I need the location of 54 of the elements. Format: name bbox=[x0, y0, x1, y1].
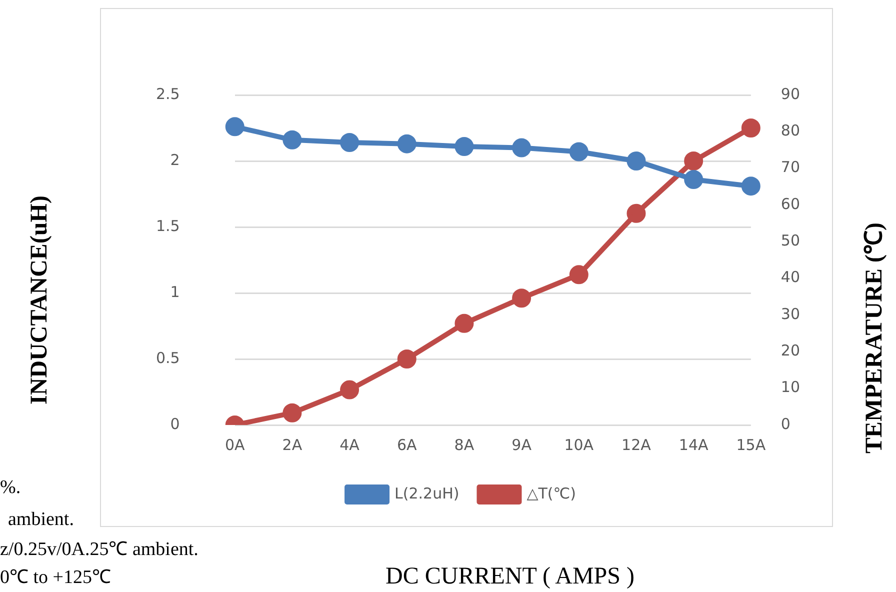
point bbox=[282, 130, 302, 150]
point bbox=[340, 133, 360, 152]
x-tick-label: 9A bbox=[512, 436, 532, 454]
x-tick-label: 12A bbox=[622, 436, 652, 454]
y2-tick-label: 50 bbox=[780, 232, 800, 250]
point bbox=[397, 134, 416, 154]
y2-tick-label: 90 bbox=[780, 84, 800, 103]
point bbox=[569, 142, 588, 162]
point bbox=[569, 265, 588, 284]
x-tick-label: 4A bbox=[340, 436, 360, 454]
x-tick-label: 0A bbox=[224, 436, 246, 454]
y2-tick-label: 40 bbox=[780, 268, 800, 286]
point bbox=[512, 288, 532, 308]
x-tick-label: 15A bbox=[736, 436, 766, 454]
point bbox=[512, 138, 532, 158]
point bbox=[340, 380, 360, 400]
text: ambient. bbox=[8, 509, 74, 530]
legend-label: L(2.2uH) bbox=[394, 484, 460, 502]
x-tick-label: 6A bbox=[396, 436, 418, 454]
y-tick-label: 0.5 bbox=[156, 348, 180, 367]
y2-tick-label: 60 bbox=[780, 194, 800, 213]
point bbox=[741, 118, 760, 138]
point bbox=[741, 176, 760, 196]
y-axis-title: INDUCTANCE(uH) bbox=[26, 196, 54, 404]
point bbox=[684, 152, 704, 170]
point bbox=[225, 117, 244, 136]
point bbox=[454, 314, 474, 333]
y2-axis-title: TEMPERATURE (℃) bbox=[860, 222, 888, 454]
y2-tick-label: 30 bbox=[780, 304, 800, 323]
point bbox=[282, 403, 302, 422]
y-tick-label: 1 bbox=[170, 282, 180, 301]
point bbox=[397, 350, 416, 368]
x-tick-label: 10A bbox=[564, 436, 594, 454]
text: %. bbox=[0, 477, 21, 498]
legend-label: △T(℃) bbox=[526, 484, 576, 502]
y2-tick-label: 70 bbox=[780, 158, 800, 176]
text: 0℃ to +125℃ bbox=[0, 567, 111, 588]
y-tick-label: 2 bbox=[170, 150, 180, 169]
point bbox=[626, 204, 646, 223]
y-tick-label: 2.5 bbox=[156, 84, 180, 103]
point bbox=[684, 170, 704, 189]
point bbox=[626, 152, 646, 170]
y2-tick-label: 10 bbox=[780, 378, 800, 396]
text: z/0.25v/0A.25℃ ambient. bbox=[0, 539, 198, 560]
x-tick-label: 8A bbox=[454, 436, 475, 454]
x-axis-title: DC CURRENT ( AMPS ) bbox=[386, 564, 634, 590]
point bbox=[454, 136, 474, 156]
y-tick-label: 0 bbox=[170, 414, 180, 433]
y-tick-label: 1.5 bbox=[156, 216, 180, 235]
y2-tick-label: 0 bbox=[780, 414, 790, 433]
y2-tick-label: 20 bbox=[780, 342, 800, 360]
x-tick-label: 2A bbox=[282, 436, 303, 454]
y2-tick-label: 80 bbox=[780, 122, 800, 140]
x-tick-label: 14A bbox=[678, 436, 709, 454]
